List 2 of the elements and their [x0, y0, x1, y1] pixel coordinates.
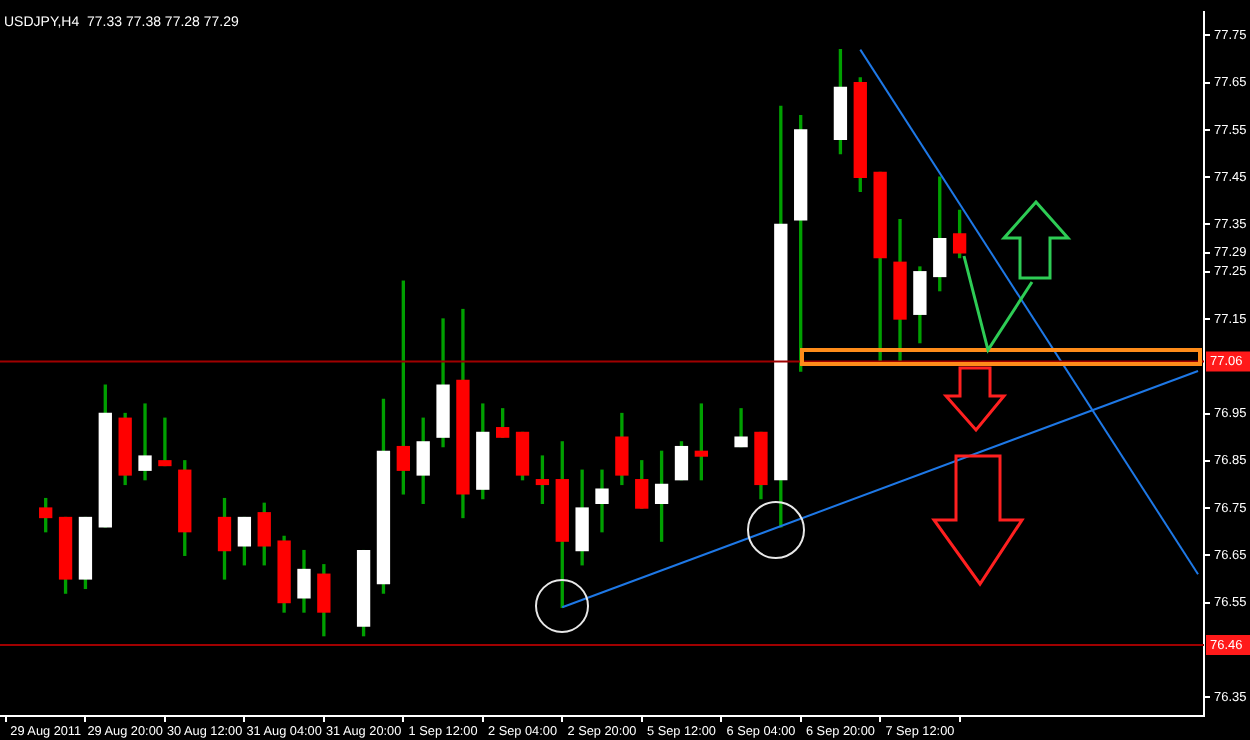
candlestick — [158, 417, 172, 467]
candlestick — [138, 403, 152, 481]
